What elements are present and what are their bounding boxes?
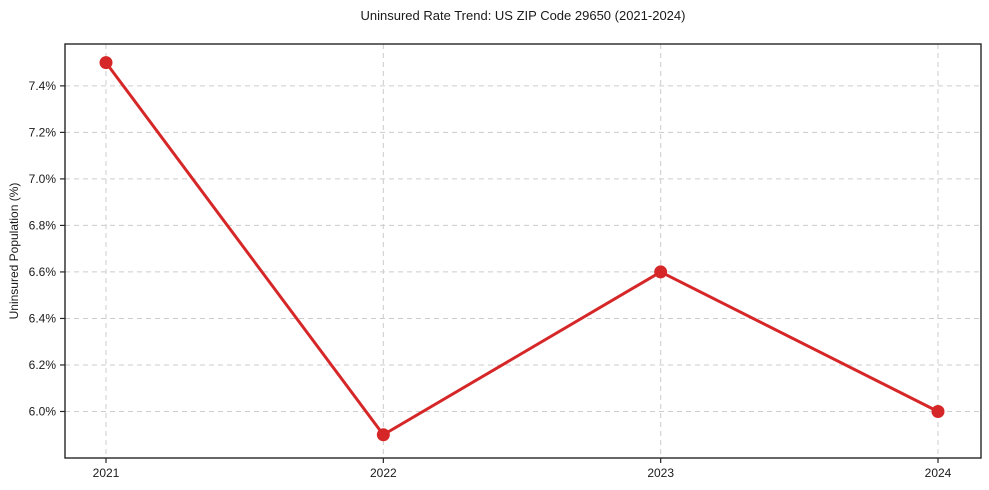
x-tick-label: 2023 <box>647 466 674 480</box>
plot-border <box>64 43 982 459</box>
y-tick-label: 7.4% <box>29 79 57 93</box>
data-point-marker <box>376 428 390 442</box>
data-point-marker <box>654 265 668 279</box>
x-tick-label: 2021 <box>93 466 120 480</box>
y-tick-label: 6.4% <box>29 311 57 325</box>
chart-title: Uninsured Rate Trend: US ZIP Code 29650 … <box>360 8 686 23</box>
x-tick-label: 2024 <box>925 466 952 480</box>
data-point-marker <box>931 404 945 418</box>
y-tick-label: 6.0% <box>29 404 57 418</box>
y-tick-label: 6.2% <box>29 358 57 372</box>
x-tick-label: 2022 <box>370 466 397 480</box>
y-tick-label: 7.2% <box>29 125 57 139</box>
data-point-marker <box>99 56 113 70</box>
y-tick-label: 6.6% <box>29 265 57 279</box>
y-tick-label: 7.0% <box>29 172 57 186</box>
y-tick-label: 6.8% <box>29 218 57 232</box>
trend-line <box>104 61 940 437</box>
